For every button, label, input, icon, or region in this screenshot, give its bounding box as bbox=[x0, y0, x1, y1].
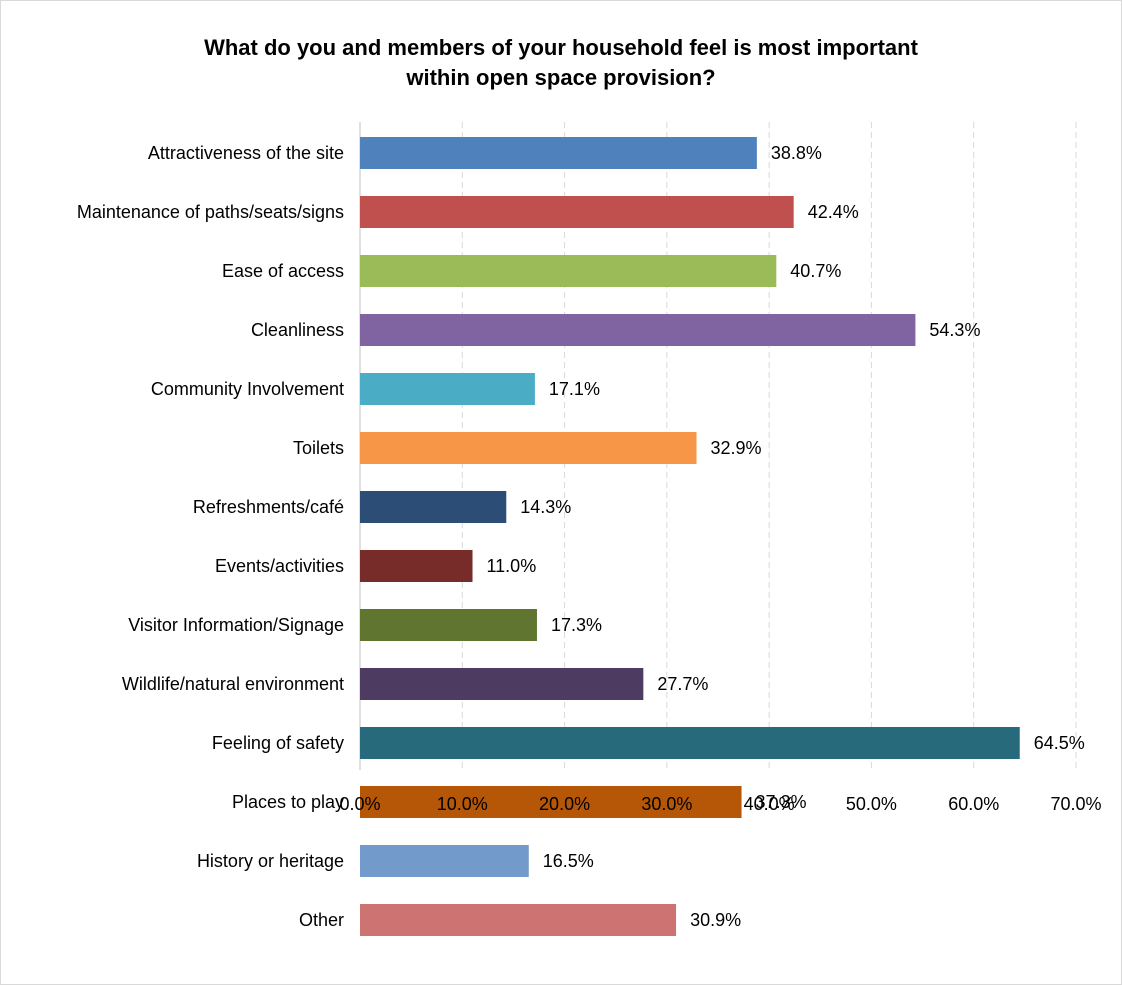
value-label: 64.5% bbox=[1034, 733, 1085, 753]
category-labels: Attractiveness of the site Maintenance of… bbox=[77, 143, 344, 930]
value-label: 32.9% bbox=[711, 438, 762, 458]
category-label: Wildlife/natural environment bbox=[122, 674, 344, 694]
bar bbox=[360, 786, 742, 818]
value-label: 17.3% bbox=[551, 615, 602, 635]
x-tick-label: 0.0% bbox=[339, 794, 380, 814]
bar bbox=[360, 432, 697, 464]
bar bbox=[360, 255, 777, 287]
category-label: Ease of access bbox=[222, 261, 344, 281]
value-label: 16.5% bbox=[543, 851, 594, 871]
x-tick-label: 40.0% bbox=[744, 794, 795, 814]
value-label: 42.4% bbox=[808, 202, 859, 222]
value-label: 17.1% bbox=[549, 379, 600, 399]
x-tick-label: 50.0% bbox=[846, 794, 897, 814]
category-label: Cleanliness bbox=[251, 320, 344, 340]
bar bbox=[360, 904, 677, 936]
bar bbox=[360, 137, 757, 169]
category-label: Visitor Information/Signage bbox=[128, 615, 344, 635]
category-label: Other bbox=[299, 910, 344, 930]
value-label: 27.7% bbox=[657, 674, 708, 694]
category-label: Maintenance of paths/seats/signs bbox=[77, 202, 344, 222]
bar bbox=[360, 609, 537, 641]
value-label: 40.7% bbox=[790, 261, 841, 281]
value-label: 14.3% bbox=[520, 497, 571, 517]
x-tick-label: 10.0% bbox=[437, 794, 488, 814]
category-label: Toilets bbox=[293, 438, 344, 458]
category-label: Feeling of safety bbox=[212, 733, 344, 753]
category-label: Attractiveness of the site bbox=[148, 143, 344, 163]
category-label: History or heritage bbox=[197, 851, 344, 871]
x-tick-label: 20.0% bbox=[539, 794, 590, 814]
bar bbox=[360, 196, 794, 228]
value-label: 11.0% bbox=[487, 556, 537, 576]
bar bbox=[360, 373, 535, 405]
x-tick-label: 30.0% bbox=[641, 794, 692, 814]
category-label: Places to play bbox=[232, 792, 344, 812]
value-labels: 38.8% 42.4% 40.7% 54.3% 17.1% 32.9% 14.3% 11.0%… bbox=[487, 143, 1085, 930]
x-tick-label: 60.0% bbox=[948, 794, 999, 814]
value-label: 38.8% bbox=[771, 143, 822, 163]
value-label: 30.9% bbox=[690, 910, 741, 930]
bar bbox=[360, 727, 1020, 759]
x-tick-labels: 0.0% 10.0% 20.0% 30.0% 40.0% 50.0% 60.0% 70.0% bbox=[339, 794, 1101, 814]
bar bbox=[360, 668, 644, 700]
bar bbox=[360, 845, 529, 877]
x-tick-label: 70.0% bbox=[1050, 794, 1101, 814]
value-label: 37.3% bbox=[756, 792, 807, 812]
bars bbox=[360, 137, 1020, 936]
bar bbox=[360, 491, 507, 523]
chart-title: What do you and members of your househol… bbox=[204, 35, 918, 90]
bar bbox=[360, 314, 916, 346]
value-label: 54.3% bbox=[929, 320, 980, 340]
bar bbox=[360, 550, 473, 582]
category-label: Community Involvement bbox=[151, 379, 344, 399]
category-label: Events/activities bbox=[215, 556, 344, 576]
category-label: Refreshments/café bbox=[193, 497, 344, 517]
